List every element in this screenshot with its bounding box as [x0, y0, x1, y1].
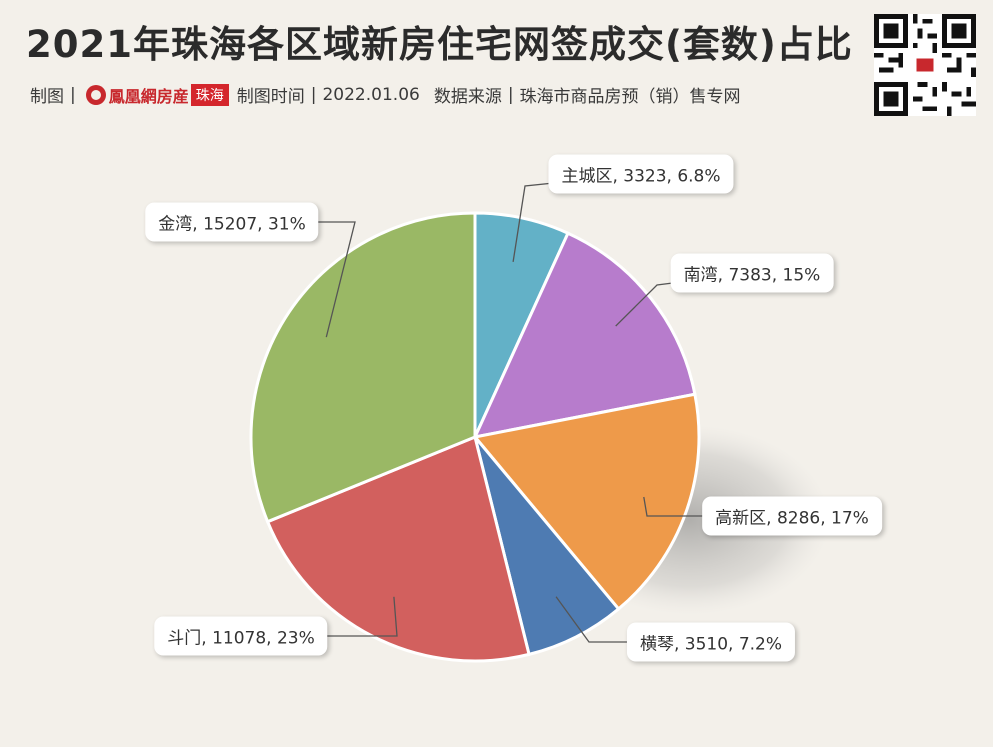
slice-label: 金湾, 15207, 31%: [145, 202, 319, 242]
made-by-label: 制图: [30, 87, 64, 107]
ifeng-logo-icon: [85, 84, 106, 105]
separator: |: [70, 84, 76, 105]
pie-slices: [249, 211, 701, 663]
chart-title: 2021年珠海各区域新房住宅网签成交(套数)占比: [26, 23, 853, 66]
slice-label: 高新区, 8286, 17%: [702, 496, 882, 536]
logo-region: 珠海: [190, 83, 229, 106]
slice-label: 主城区, 3323, 6.8%: [548, 154, 734, 194]
pie-slice: [249, 211, 477, 524]
qr-code-icon: [874, 14, 976, 116]
separator: |: [507, 84, 514, 105]
separator: |: [310, 84, 317, 105]
source: 珠海市商品房预（销）售专网: [519, 87, 741, 107]
pie-slice: [472, 392, 701, 612]
pie-slice: [472, 231, 697, 440]
made-time: 2022.01.06: [322, 84, 420, 105]
logo-name: 鳳凰網房産: [108, 86, 189, 106]
slice-label: 横琴, 3510, 7.2%: [626, 622, 796, 662]
slice-label: 南湾, 7383, 15%: [670, 253, 834, 293]
ifeng-logo: 鳳凰網房産 珠海: [85, 83, 229, 107]
pie-slice: [473, 436, 621, 657]
pie-slice: [265, 434, 531, 663]
source-label: 数据来源: [433, 87, 502, 107]
made-time-label: 制图时间: [236, 87, 305, 107]
meta-line: 制图 | 鳳凰網房産 珠海 制图时间 | 2022.01.06 数据来源 | 珠…: [30, 82, 741, 107]
slice-label: 斗门, 11078, 23%: [154, 616, 328, 656]
